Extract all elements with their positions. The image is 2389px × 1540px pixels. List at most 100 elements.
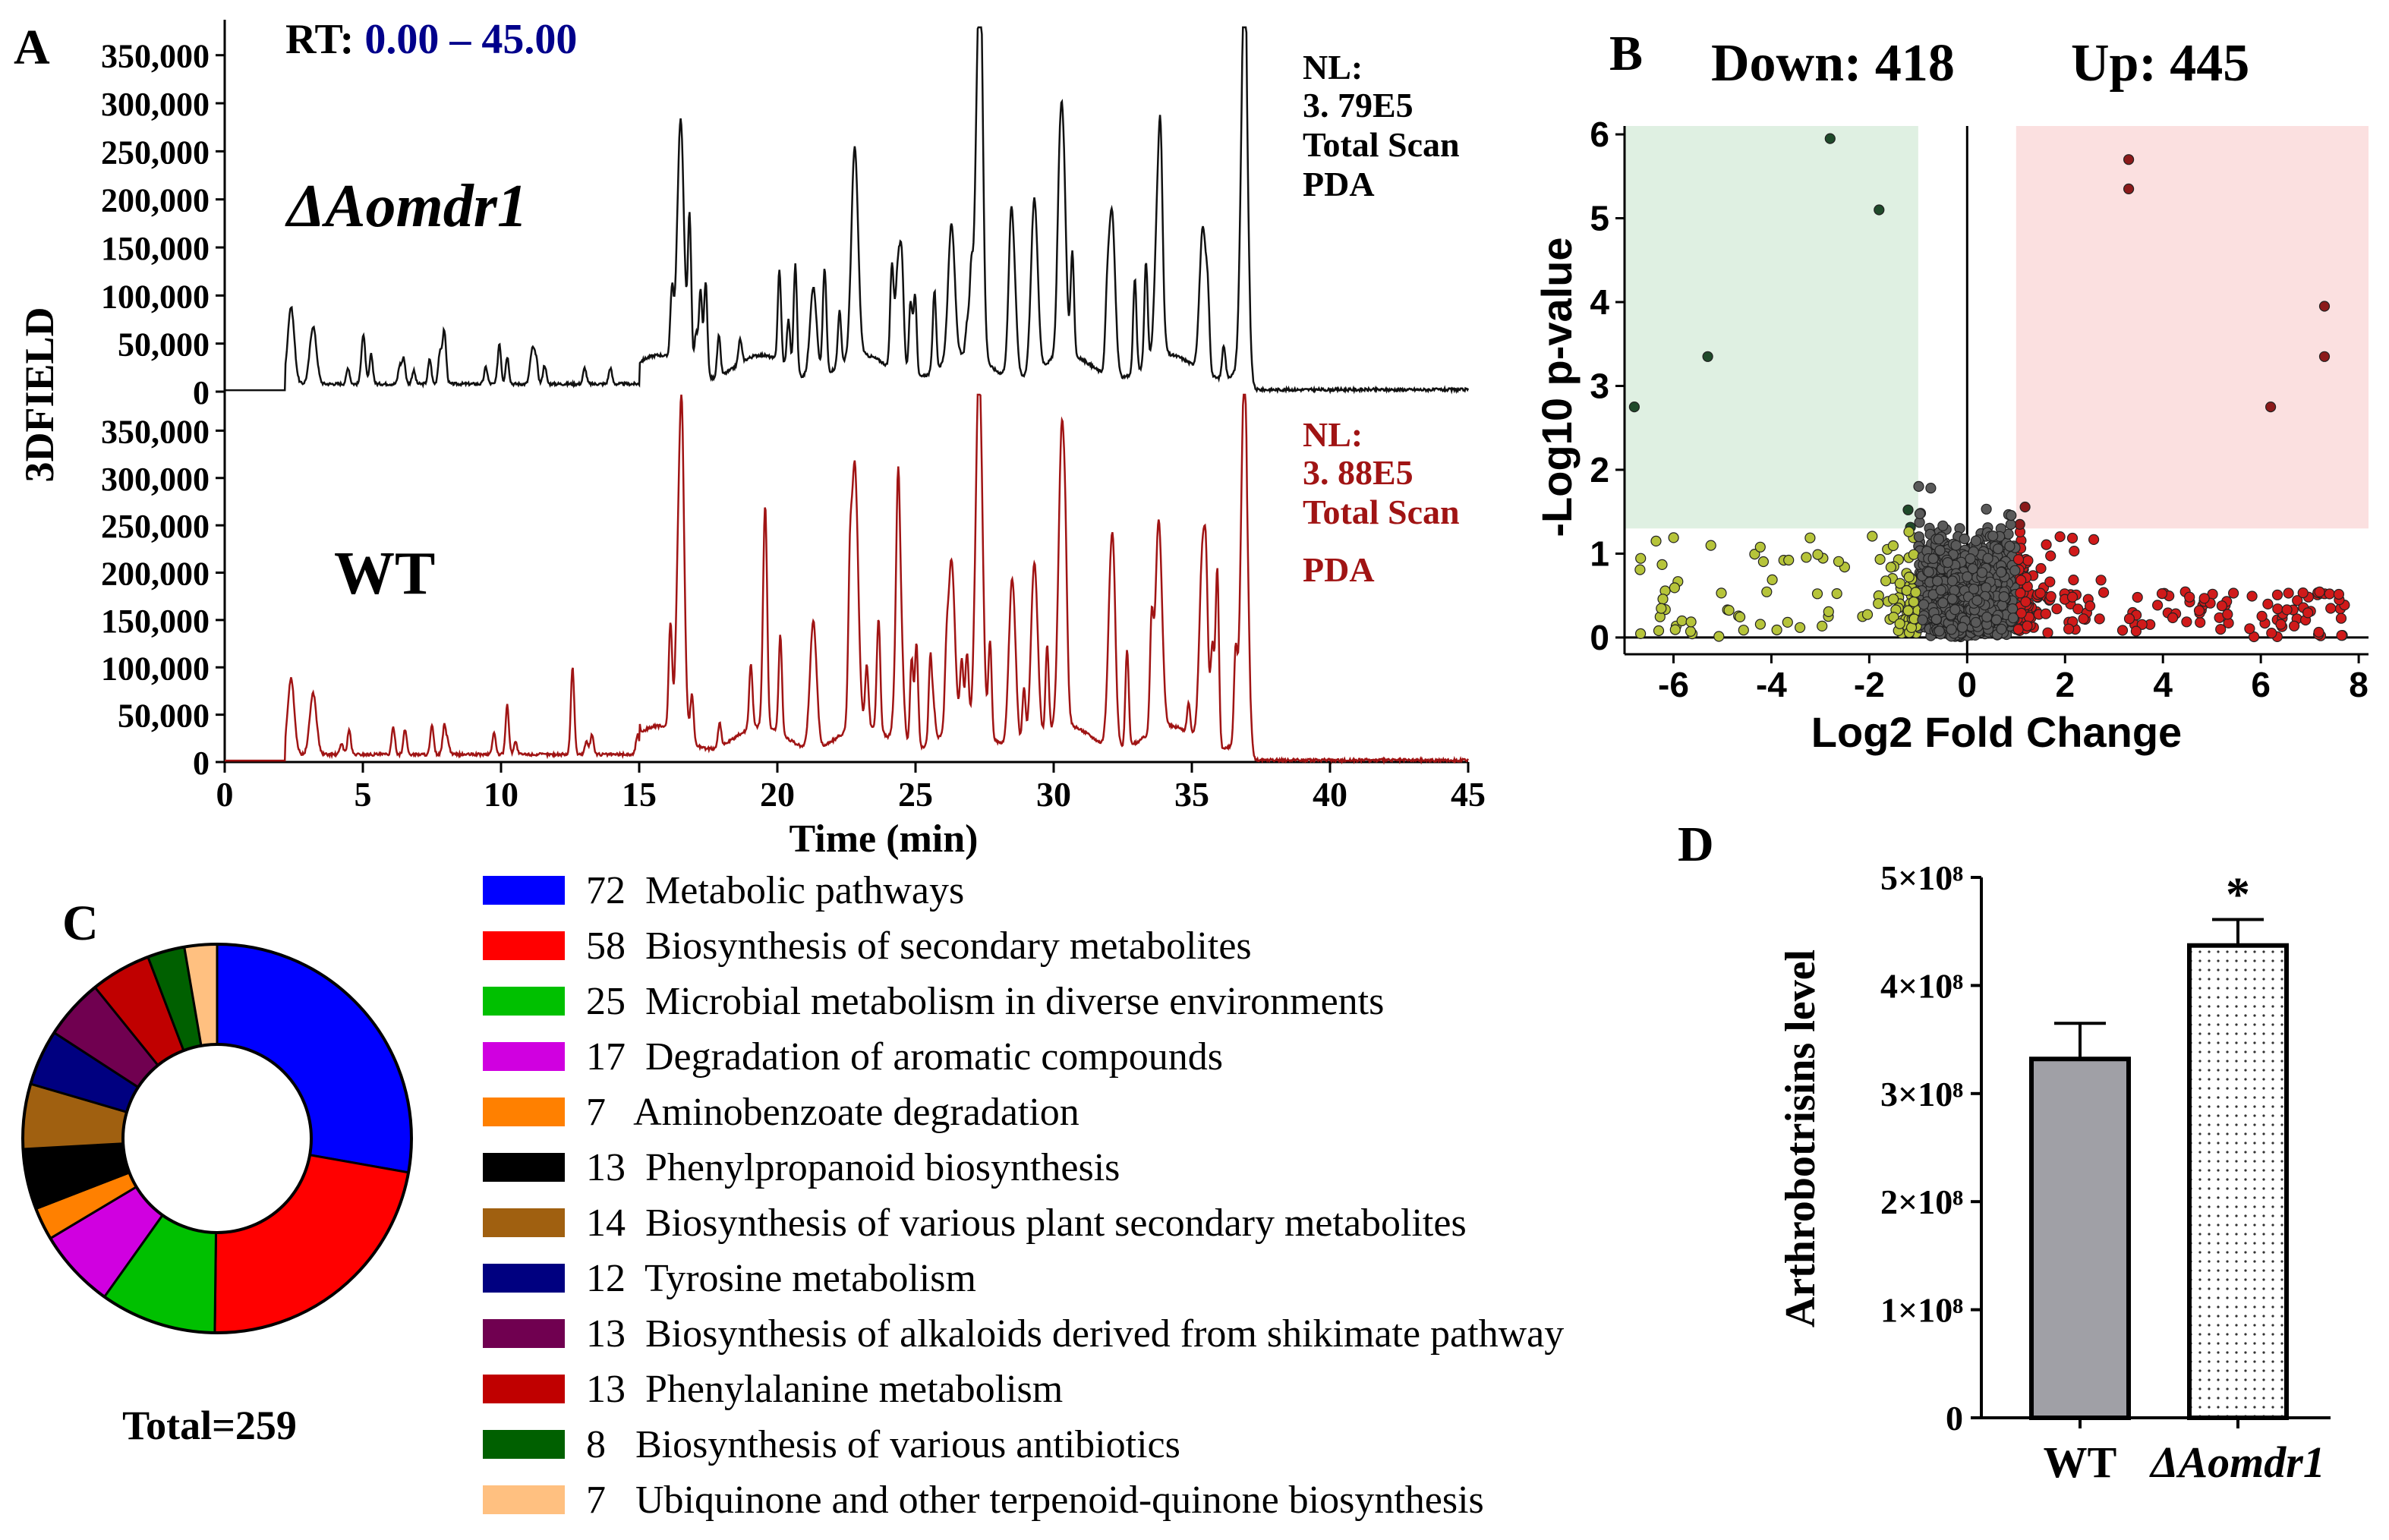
volcano-point	[2181, 616, 2192, 628]
legend-label: 7 Ubiquinone and other terpenoid-quinone…	[586, 1478, 1484, 1522]
y-tick-label: 350,000	[101, 413, 210, 450]
volcano-point	[1950, 540, 1962, 551]
volcano-point	[2222, 609, 2233, 620]
volcano-point	[1910, 587, 1921, 598]
legend-item: 17 Degradation of aromatic compounds	[483, 1031, 1223, 1082]
volcano-point	[2281, 604, 2293, 616]
volcano-point	[2085, 600, 2096, 612]
volcano-point	[1656, 603, 1667, 614]
rt-range: 0.00 – 45.00	[364, 16, 577, 63]
volcano-point	[2215, 623, 2227, 635]
bar	[2029, 1057, 2131, 1421]
legend-item: 13 Phenylalanine metabolism	[483, 1364, 1063, 1414]
y-tick-label: 150,000	[101, 603, 210, 640]
wt-trace-name: WT	[334, 540, 435, 607]
legend-item: 58 Biosynthesis of secondary metabolites	[483, 921, 1252, 971]
legend-label: 13 Phenylalanine metabolism	[586, 1367, 1064, 1411]
volcano-point	[2066, 532, 2079, 544]
y-tick-label: 100,000	[101, 650, 210, 687]
volcano-point	[1650, 535, 1662, 547]
volcano-point	[1970, 535, 1981, 546]
x-tick-label: 0	[1958, 665, 1978, 704]
volcano-point	[1949, 604, 1961, 616]
volcano-point	[1923, 566, 1934, 578]
volcano-point	[1668, 532, 1679, 543]
volcano-point	[2116, 625, 2129, 636]
volcano-point	[2266, 627, 2277, 639]
volcano-point	[2313, 626, 2324, 638]
volcano-point	[2324, 588, 2335, 600]
volcano-point	[1990, 614, 2002, 625]
volcano-point	[1801, 552, 1812, 563]
legend-item: 12 Tyrosine metabolism	[483, 1253, 976, 1303]
volcano-point	[1930, 613, 1942, 625]
volcano-point	[2184, 591, 2195, 603]
volcano-point	[1902, 605, 1914, 616]
volcano-point	[1669, 582, 1680, 594]
x-tick-label: 2	[2055, 665, 2075, 704]
mutant-nl-label: NL:	[1303, 48, 1363, 87]
volcano-point	[1913, 531, 1924, 543]
volcano-point	[1833, 556, 1845, 567]
volcano-point	[2045, 550, 2056, 562]
volcano-point	[1812, 549, 1823, 560]
volcano-point	[1925, 482, 1937, 494]
volcano-point	[2246, 590, 2258, 602]
volcano-point	[1885, 562, 1896, 573]
x-axis-label: Log2 Fold Change	[1811, 708, 2182, 756]
volcano-point	[2167, 612, 2179, 624]
x-axis-label: Time (min)	[790, 817, 979, 861]
volcano-point	[1669, 624, 1681, 635]
volcano-point	[1735, 611, 1746, 623]
x-tick-label: 6	[2251, 665, 2271, 704]
legend-label: 25 Microbial metabolism in diverse envir…	[586, 979, 1385, 1023]
volcano-point	[1914, 508, 1926, 520]
volcano-point	[2256, 610, 2268, 622]
y-tick-label: 5×10⁸	[1880, 858, 1963, 897]
panel-c-letter: C	[62, 896, 99, 951]
volcano-point	[1702, 351, 1713, 362]
legend-item: 72 Metabolic pathways	[483, 865, 964, 915]
volcano-point	[1874, 204, 1885, 216]
y-tick-label: 150,000	[101, 230, 210, 267]
y-tick-label: 300,000	[101, 86, 210, 123]
volcano-point	[1754, 619, 1766, 630]
volcano-point	[2022, 555, 2034, 566]
volcano-point	[1685, 616, 1697, 628]
panel-b: B Down: 418 Up: 445 0 1 2 3 4 5 6 -6 -4 -2 0 2 4 6 8 Lo…	[1533, 26, 2369, 756]
volcano-point	[1628, 401, 1640, 413]
legend-item: 25 Microbial metabolism in diverse envir…	[483, 976, 1384, 1026]
volcano-point	[1783, 554, 1795, 566]
mutant-nl-value: 3. 79E5	[1303, 86, 1414, 124]
volcano-point	[1903, 526, 1915, 537]
x-tick-label: 10	[484, 775, 518, 814]
volcano-point	[1908, 596, 1919, 608]
volcano-point	[2195, 616, 2206, 628]
volcano-point	[2007, 613, 2019, 624]
volcano-point	[1713, 631, 1725, 642]
legend-label: 7 Aminobenzoate degradation	[586, 1090, 1079, 1134]
volcano-point	[1982, 553, 1993, 564]
y-tick-label: 100,000	[101, 278, 210, 315]
volcano-point	[1874, 553, 1886, 565]
panel-b-letter: B	[1609, 26, 1643, 81]
volcano-point	[1757, 556, 1769, 568]
legend-item: 13 Biosynthesis of alkaloids derived fro…	[483, 1309, 1564, 1359]
legend-label: 14 Biosynthesis of various plant seconda…	[586, 1201, 1467, 1245]
y-tick-label: 200,000	[101, 556, 210, 593]
volcano-point	[1967, 563, 1978, 575]
legend-label: 58 Biosynthesis of secondary metabolites	[586, 924, 1252, 968]
volcano-point	[2244, 623, 2255, 635]
volcano-point	[1996, 566, 2007, 578]
y-tick-label: 0	[193, 374, 210, 411]
volcano-point	[1873, 598, 1884, 609]
y-tick-label: 2×10⁸	[1880, 1183, 1963, 1221]
y-tick-label: 50,000	[118, 326, 210, 364]
volcano-point	[2283, 587, 2294, 599]
volcano-point	[2216, 600, 2227, 612]
volcano-point	[1996, 623, 2007, 635]
y-axis-label: 3DFIELD	[17, 307, 62, 482]
volcano-point	[1937, 597, 1949, 609]
volcano-point	[2005, 518, 2016, 531]
volcano-point	[1749, 548, 1760, 560]
